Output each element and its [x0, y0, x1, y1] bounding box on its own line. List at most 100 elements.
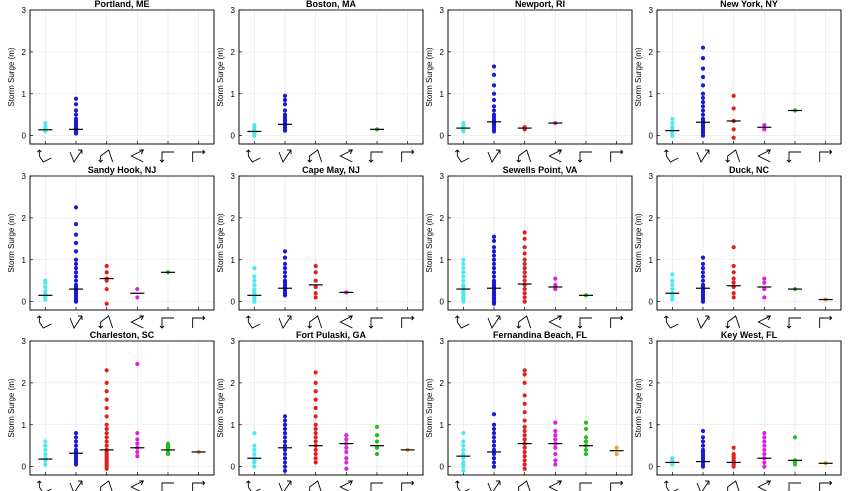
data-point: [522, 278, 527, 283]
data-point: [282, 414, 288, 419]
direction-glyph-icon: [786, 151, 801, 163]
data-point: [344, 460, 349, 465]
y-tick-label: 2: [649, 48, 654, 57]
y-axis-label: Storm Surge (m): [634, 378, 643, 437]
data-point: [553, 433, 558, 438]
y-tick-label: 3: [440, 172, 445, 181]
data-point: [731, 127, 736, 132]
y-tick-label: 2: [22, 48, 27, 57]
data-point: [670, 282, 675, 287]
y-axis-label: Storm Surge (m): [7, 213, 16, 272]
y-tick-label: 1: [22, 421, 27, 430]
data-point: [252, 274, 257, 279]
data-point: [43, 462, 48, 467]
data-point: [43, 447, 48, 452]
panel-title: Sewells Point, VA: [503, 165, 578, 175]
data-point: [313, 397, 318, 402]
panel-8: 0 1 2 3 Storm Surge (m) Duck, NC: [634, 165, 842, 329]
y-axis-label: Storm Surge (m): [634, 47, 643, 106]
direction-glyph-icon: [516, 149, 532, 163]
direction-glyph-icon: [819, 480, 833, 491]
data-point: [522, 445, 527, 450]
data-point: [252, 282, 257, 287]
data-point: [553, 282, 558, 287]
data-point: [282, 97, 288, 103]
direction-glyph-icon: [98, 149, 114, 163]
data-point: [73, 282, 79, 287]
plot-area: [29, 9, 215, 145]
data-point: [522, 454, 527, 459]
data-point: [522, 282, 527, 287]
data-point: [491, 460, 497, 465]
data-point: [491, 104, 497, 109]
data-point: [491, 253, 497, 258]
data-point: [700, 83, 706, 88]
data-point: [522, 428, 527, 434]
data-point: [282, 270, 288, 275]
data-point: [282, 249, 288, 254]
data-point: [73, 274, 79, 279]
data-point: [583, 451, 589, 457]
data-point: [461, 468, 466, 473]
axes-frame: [238, 175, 424, 311]
data-point: [522, 291, 527, 296]
data-point: [700, 66, 706, 71]
direction-glyph-icon: [307, 315, 323, 329]
data-point: [252, 451, 257, 457]
data-point: [522, 380, 527, 385]
data-point: [73, 249, 79, 254]
data-point: [700, 274, 706, 279]
y-tick-label: 0: [231, 132, 236, 141]
direction-glyph-icon: [246, 315, 261, 329]
data-point: [461, 447, 466, 452]
data-point: [104, 431, 109, 436]
y-tick-label: 0: [231, 298, 236, 307]
data-point: [491, 261, 497, 267]
direction-glyph-icon: [577, 317, 592, 329]
data-point: [491, 412, 497, 417]
data-point: [700, 439, 706, 444]
y-tick-label: 2: [649, 379, 654, 388]
data-point: [700, 435, 706, 440]
data-point: [762, 460, 767, 465]
data-point: [165, 441, 171, 446]
data-point: [731, 93, 736, 98]
data-point: [762, 439, 767, 444]
data-point: [491, 426, 497, 432]
data-point: [461, 431, 466, 436]
direction-glyph-icon: [69, 149, 83, 163]
data-point: [583, 426, 589, 432]
data-point: [135, 441, 140, 446]
data-point: [522, 257, 527, 262]
direction-glyph-icon: [368, 151, 383, 163]
y-tick-label: 1: [231, 90, 236, 99]
data-point: [344, 466, 349, 471]
data-point: [313, 405, 318, 411]
data-point: [762, 295, 767, 300]
direction-glyph-icon: [610, 480, 624, 491]
data-point: [491, 431, 497, 436]
data-point: [731, 451, 736, 457]
data-point: [73, 278, 79, 283]
direction-glyph-icon: [192, 480, 206, 491]
data-point: [344, 445, 349, 450]
y-tick-label: 1: [440, 256, 445, 265]
axes-frame: [238, 9, 424, 145]
y-axis-label: Storm Surge (m): [7, 378, 16, 437]
data-point: [522, 372, 527, 377]
direction-glyph-icon: [69, 480, 83, 491]
direction-glyph-icon: [786, 317, 801, 329]
data-point: [670, 125, 675, 130]
data-point: [43, 120, 48, 126]
direction-glyph-icon: [401, 480, 415, 491]
data-point: [282, 464, 288, 469]
data-point: [461, 460, 466, 465]
data-point: [522, 433, 527, 438]
data-point: [135, 454, 140, 459]
data-point: [700, 278, 706, 283]
y-tick-label: 0: [22, 298, 27, 307]
data-point: [313, 426, 318, 432]
y-tick-label: 3: [231, 6, 236, 15]
data-point: [104, 397, 109, 402]
